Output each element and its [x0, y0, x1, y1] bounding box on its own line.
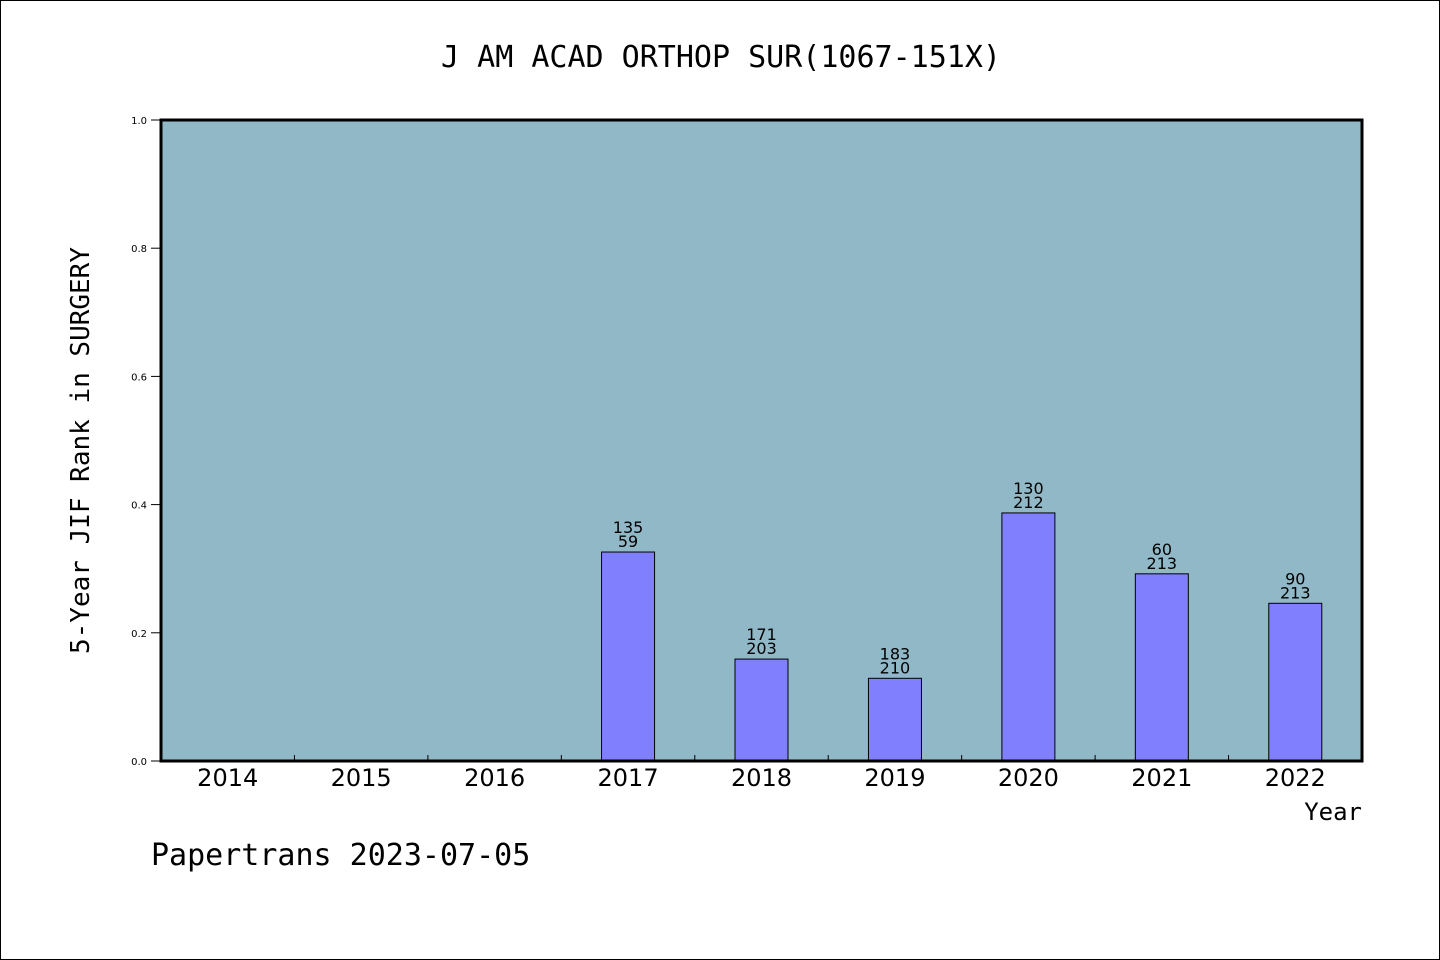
y-tick-label: 0.0 — [131, 757, 147, 768]
bar-2020 — [1001, 512, 1056, 762]
x-tick-label: 2017 — [598, 764, 659, 792]
x-axis-label: Year — [1304, 798, 1362, 826]
bar-2022 — [1268, 602, 1323, 762]
bar-label-rank-2021: 60 — [1152, 540, 1172, 559]
bar-label-rank-2019: 183 — [880, 644, 911, 663]
bar-label-total-2022: 213 — [1280, 583, 1311, 602]
x-tick-label: 2015 — [331, 764, 392, 792]
x-tick-label: 2016 — [464, 764, 525, 792]
bar-2018 — [734, 658, 789, 762]
bar-label-rank-2020: 130 — [1013, 479, 1044, 498]
bar-2019 — [867, 677, 922, 762]
y-tick-label: 1.0 — [131, 116, 147, 127]
x-tick-label: 2021 — [1131, 764, 1192, 792]
y-tick-label: 0.8 — [131, 244, 147, 255]
bar-label-rank-2022: 90 — [1285, 569, 1305, 588]
plot-border — [159, 118, 1364, 763]
bar-label-total-2017: 59 — [618, 532, 638, 551]
y-tick-label: 0.2 — [131, 629, 147, 640]
bar-label-total-2021: 213 — [1147, 554, 1178, 573]
bar-label-rank-2018: 171 — [746, 625, 777, 644]
y-axis-label: 5-Year JIF Rank in SURGERY — [66, 247, 96, 654]
bar-label-total-2019: 210 — [880, 658, 911, 677]
y-axis: 0.0 0.2 0.4 0.6 0.8 1.0 — [131, 116, 161, 768]
x-tick-label: 2022 — [1265, 764, 1326, 792]
bar-label-rank-2017: 135 — [613, 518, 644, 537]
x-tick-label: 2019 — [864, 764, 925, 792]
bar-label-total-2020: 212 — [1013, 493, 1044, 512]
bar-label-total-2018: 203 — [746, 639, 777, 658]
y-tick-label: 0.4 — [131, 501, 147, 512]
x-tick-label: 2020 — [998, 764, 1059, 792]
chart-title: J AM ACAD ORTHOP SUR(1067-151X) — [441, 40, 1001, 75]
y-tick-label: 0.6 — [131, 372, 147, 383]
x-axis: 2014 2015 2016 2017 2018 2019 2020 2021 2022 — [197, 755, 1326, 792]
footer-credit: Papertrans 2023-07-05 — [151, 838, 530, 873]
x-tick-label: 2014 — [197, 764, 258, 792]
bar-2021 — [1134, 573, 1189, 762]
bar-2017 — [601, 551, 656, 762]
x-tick-label: 2018 — [731, 764, 792, 792]
bars-group — [601, 512, 1323, 762]
